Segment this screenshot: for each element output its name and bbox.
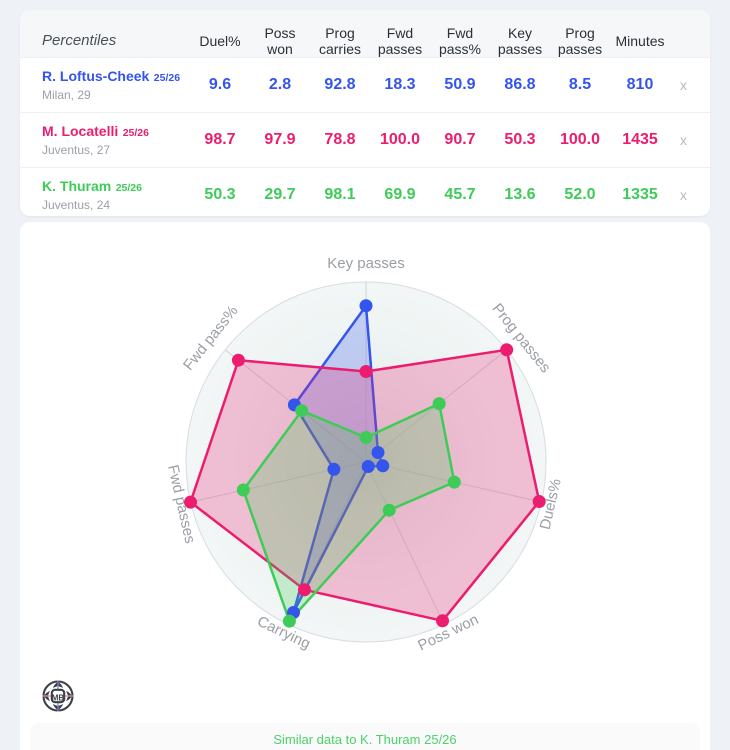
svg-text:MB: MB xyxy=(52,693,65,702)
svg-text:Key passes: Key passes xyxy=(327,255,405,272)
